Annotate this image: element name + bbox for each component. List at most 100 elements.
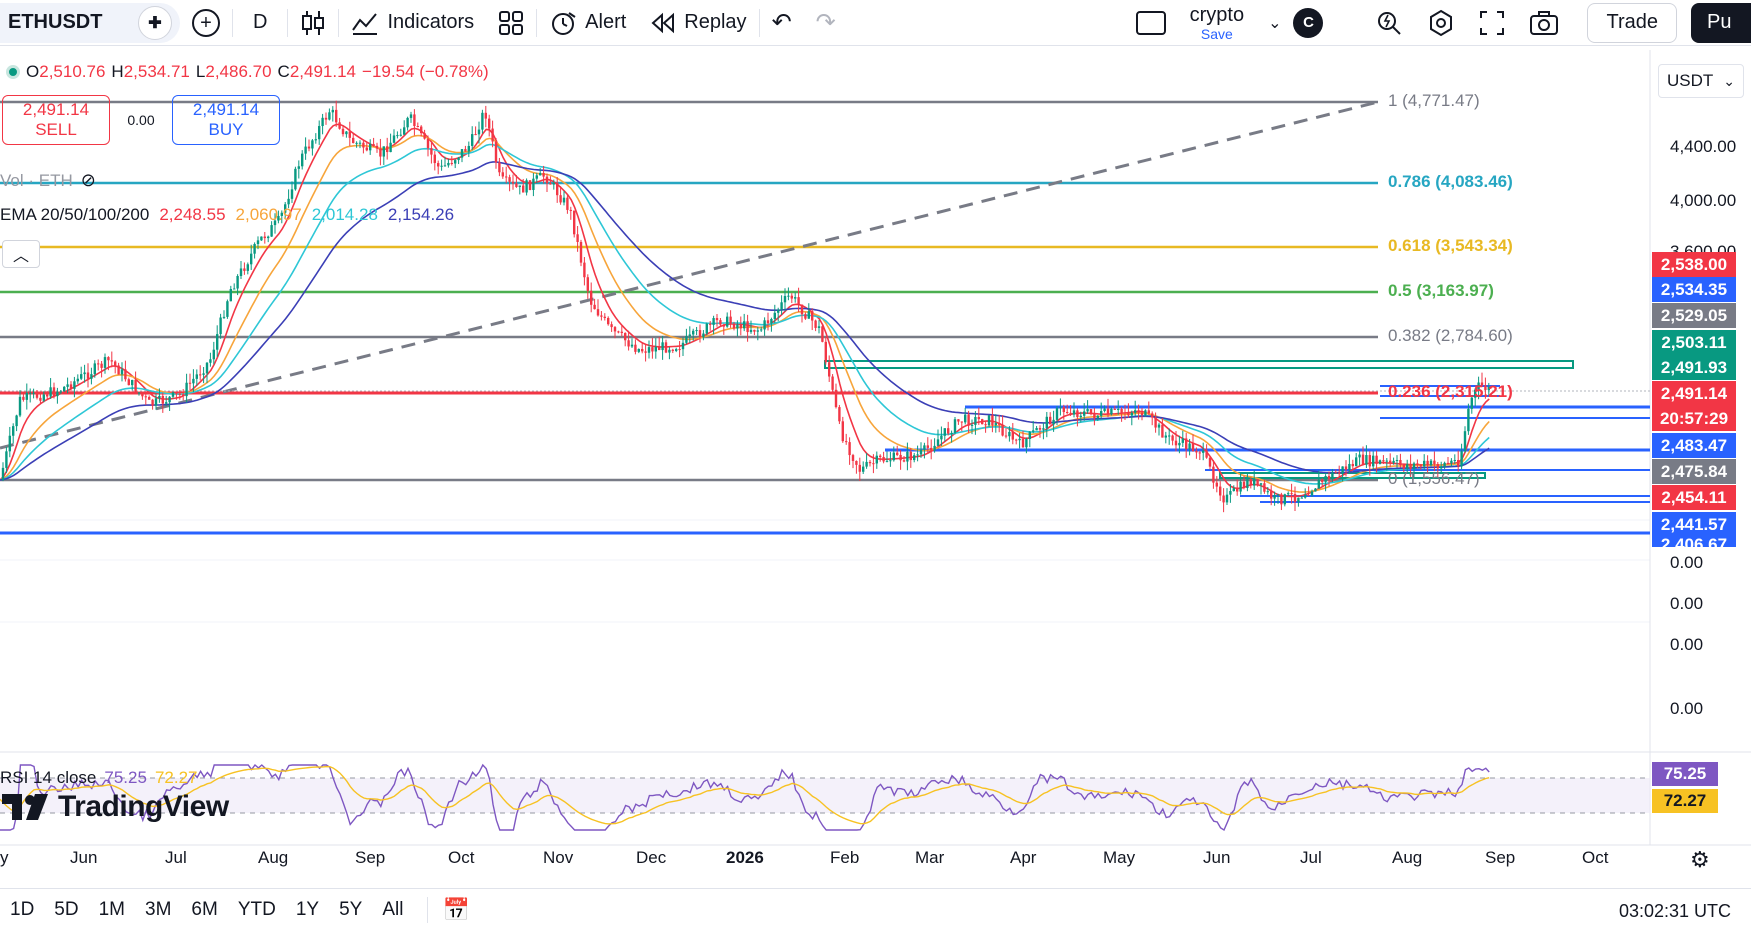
eye-hidden-icon[interactable]: ⊘ — [80, 170, 96, 190]
candle-body — [294, 168, 297, 190]
candle-body — [824, 341, 827, 363]
collapse-legend-button[interactable]: ︿ — [2, 240, 40, 268]
range-button-5d[interactable]: 5D — [54, 899, 79, 920]
range-button-6m[interactable]: 6M — [191, 899, 218, 920]
candle-body — [1372, 455, 1375, 467]
candle-body — [1079, 415, 1082, 418]
candle-body — [766, 320, 770, 324]
candle-body — [114, 361, 117, 366]
range-button-3m[interactable]: 3M — [145, 899, 172, 920]
time-axis[interactable]: y Jun Jul Aug Sep Oct Nov Dec 2026 Feb Mar Apr May Ju… — [0, 848, 1751, 872]
avatar[interactable]: C — [1293, 7, 1324, 38]
candle-body — [1433, 460, 1436, 465]
candle-body — [1134, 410, 1137, 413]
candle-body — [1008, 431, 1011, 437]
range-button-5y[interactable]: 5Y — [339, 899, 363, 920]
price-chart[interactable] — [0, 50, 1751, 850]
range-button-1y[interactable]: 1Y — [295, 899, 320, 920]
redo-button[interactable]: ↷ — [804, 3, 848, 43]
layout-select-button[interactable] — [1124, 3, 1178, 43]
trade-button[interactable]: Trade — [1587, 2, 1677, 43]
candle-body — [515, 183, 518, 187]
candle-body — [1361, 454, 1365, 465]
candle-body — [668, 349, 671, 353]
candle-body — [1375, 455, 1378, 464]
tradingview-logo[interactable]: TradingView — [2, 790, 229, 824]
spread-value: 0.00 — [127, 112, 155, 128]
ema-legend[interactable]: EMA 20/50/100/200 2,248.55 2,060.97 2,01… — [0, 205, 454, 225]
fib-trendline[interactable] — [0, 100, 1379, 450]
candle-body — [433, 154, 436, 164]
candle-body — [1144, 410, 1147, 416]
symbol-search[interactable]: ETHUSDT ✚ — [0, 2, 180, 43]
price-tag: 2,529.05 — [1652, 303, 1736, 328]
alert-label: Alert — [585, 11, 627, 33]
candle-body — [681, 342, 685, 350]
candle-body — [671, 349, 674, 351]
axis-settings-button[interactable]: ⚙ — [1690, 847, 1710, 873]
candle-body — [957, 419, 960, 422]
volume-legend[interactable]: Vol · ETH ⊘ — [0, 170, 96, 191]
rsi-value: 75.25 — [104, 768, 147, 787]
candle-body — [566, 197, 569, 210]
candle-body — [960, 421, 963, 423]
candle-body — [675, 349, 678, 351]
templates-button[interactable] — [486, 3, 536, 43]
candle-body — [698, 330, 702, 338]
ema-label: EMA 20/50/100/200 — [0, 205, 150, 224]
candle-body — [746, 321, 749, 333]
candle-body — [1004, 435, 1008, 437]
compare-symbol-button[interactable]: + — [180, 3, 232, 43]
range-button-ytd[interactable]: YTD — [237, 899, 276, 920]
candle-body — [1113, 408, 1116, 410]
candle-body — [532, 178, 535, 190]
fullscreen-button[interactable] — [1467, 3, 1517, 43]
range-button-1m[interactable]: 1M — [98, 899, 125, 920]
candle-body — [56, 391, 59, 397]
time-axis-label: Dec — [636, 848, 667, 867]
support-resistance-lines[interactable] — [0, 360, 1650, 535]
undo-button[interactable]: ↶ — [760, 3, 804, 43]
interval-button[interactable]: D — [233, 3, 287, 43]
utc-clock[interactable]: 03:02:31 UTC — [1618, 901, 1731, 921]
sell-button[interactable]: 2,491.14 SELL — [2, 95, 110, 145]
candle-body — [620, 331, 623, 334]
candle-body — [297, 166, 300, 169]
buy-button[interactable]: 2,491.14 BUY — [172, 95, 280, 145]
candle-body — [579, 241, 583, 263]
candle-body — [250, 253, 253, 265]
candle-body — [32, 392, 35, 394]
quick-search-button[interactable] — [1363, 3, 1415, 43]
chart-type-button[interactable] — [288, 3, 338, 43]
candle-body — [613, 327, 617, 332]
replay-button[interactable]: Replay — [638, 3, 758, 43]
candle-body — [617, 331, 620, 333]
snapshot-button[interactable] — [1517, 3, 1571, 43]
symbol-add-icon[interactable]: ✚ — [138, 5, 172, 40]
candle-body — [1049, 416, 1052, 425]
range-button-all[interactable]: All — [382, 899, 404, 920]
rsi-legend[interactable]: RSI 14 close 75.25 72.27 — [0, 768, 197, 788]
layout-save-button[interactable]: crypto Save ⌄ — [1178, 3, 1294, 43]
settings-button[interactable] — [1415, 3, 1467, 43]
candle-body — [481, 112, 484, 130]
candle-body — [583, 262, 586, 278]
candle-body — [913, 455, 916, 461]
candle-body — [753, 329, 756, 332]
candle-body — [739, 324, 742, 329]
publish-button[interactable]: Pu — [1691, 2, 1751, 43]
alert-button[interactable]: Alert — [537, 3, 638, 43]
candle-body — [624, 333, 627, 341]
indicators-button[interactable]: Indicators — [339, 3, 486, 43]
date-range-button[interactable]: 📅 — [442, 897, 469, 923]
candle-body — [1385, 460, 1388, 462]
currency-select[interactable]: USDT ⌄ — [1658, 64, 1744, 98]
candle-body — [678, 349, 681, 351]
candle-body — [1103, 408, 1106, 412]
candle-body — [909, 451, 912, 461]
candle-body — [437, 163, 440, 167]
fib-levels[interactable] — [0, 100, 1378, 482]
rectangle-zone[interactable] — [824, 360, 1574, 369]
range-button-1d[interactable]: 1D — [10, 899, 35, 920]
candle-body — [729, 316, 732, 324]
